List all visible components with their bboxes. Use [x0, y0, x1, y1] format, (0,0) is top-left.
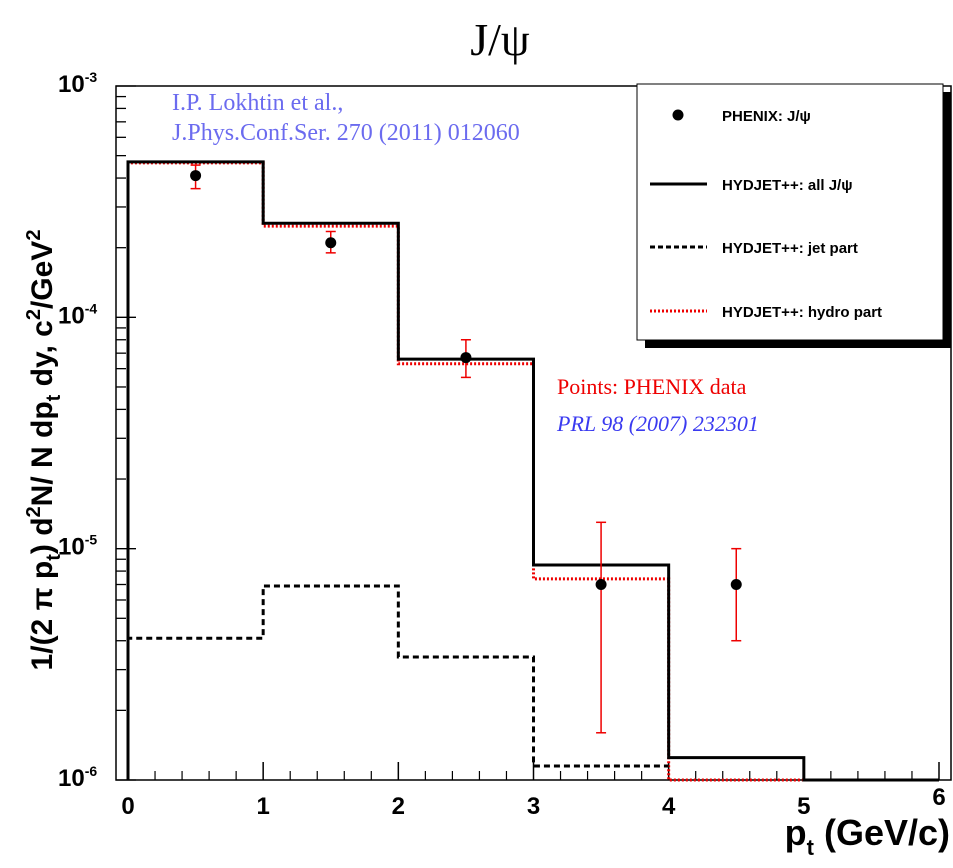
- chart-title: J/ψ: [470, 14, 530, 65]
- x-label-sub: t: [807, 835, 815, 860]
- legend-label-hydro: HYDJET++: hydro part: [722, 304, 882, 321]
- x-label-main: p: [785, 812, 807, 853]
- x-label-units: (GeV/c): [814, 812, 950, 853]
- y-tick-exponent: -4: [85, 300, 98, 316]
- x-tick-label: 0: [121, 793, 134, 820]
- x-tick-label: 1: [256, 793, 269, 820]
- y-tick-label: 10-5: [58, 532, 97, 561]
- y-label-e: /GeV: [26, 241, 59, 309]
- data-point: [325, 237, 337, 249]
- y-tick-label: 10-4: [58, 300, 97, 329]
- data-point: [730, 579, 742, 591]
- y-label-a-sub: t: [43, 554, 65, 561]
- y-label-e-sup: 2: [23, 230, 45, 241]
- legend-marker-phenix: [672, 109, 684, 121]
- hist-jet: [126, 584, 669, 780]
- data-point: [595, 579, 607, 591]
- y-label-c-sub: t: [43, 394, 65, 401]
- y-tick-base: 10: [58, 71, 85, 98]
- data-point: [460, 352, 472, 364]
- y-tick-base: 10: [58, 765, 85, 792]
- legend-label-phenix: PHENIX: J/ψ: [722, 108, 811, 125]
- y-label-d-sup: 2: [23, 309, 45, 320]
- y-label-c: N/ N dp: [26, 401, 59, 506]
- y-tick-exponent: -6: [85, 763, 98, 779]
- legend: PHENIX: J/ψ HYDJET++: all J/ψ HYDJET++: …: [636, 83, 951, 348]
- legend-label-all: HYDJET++: all J/ψ: [722, 177, 853, 194]
- y-tick-exponent: -3: [85, 69, 98, 85]
- legend-label-jet: HYDJET++: jet part: [722, 240, 858, 257]
- ref-annotation-line2: J.Phys.Conf.Ser. 270 (2011) 012060: [172, 120, 520, 146]
- x-tick-label: 6: [932, 784, 945, 811]
- y-label-b: ) d: [26, 517, 59, 554]
- x-axis-label: pt (GeV/c): [785, 812, 950, 860]
- y-tick-label: 10-6: [58, 763, 97, 792]
- x-tick-label: 4: [662, 793, 676, 820]
- y-tick-exponent: -5: [85, 532, 98, 548]
- series-layer: [126, 160, 939, 782]
- y-tick-base: 10: [58, 302, 85, 329]
- y-tick-base: 10: [58, 534, 85, 561]
- data-annotation-line1: Points: PHENIX data: [557, 374, 747, 399]
- y-axis-label: 1/(2 π pt) d2N/ N dpt dy, c2/GeV2: [23, 230, 65, 671]
- hist-all: [126, 160, 939, 782]
- data-point: [190, 170, 202, 182]
- x-tick-label: 3: [527, 793, 540, 820]
- y-label-a: 1/(2 π p: [26, 561, 59, 671]
- data-annotation-line2: PRL 98 (2007) 232301: [556, 411, 759, 436]
- y-label-d: dy, c: [26, 320, 59, 394]
- legend-box: [636, 83, 944, 341]
- x-tick-label: 2: [392, 793, 405, 820]
- axes: 0 1 2 3 4 5 610-610-510-410-3: [58, 69, 946, 820]
- x-tick-label: 5: [797, 793, 810, 820]
- y-label-b-sup: 2: [23, 506, 45, 517]
- y-tick-label: 10-3: [58, 69, 97, 98]
- ref-annotation-line1: I.P. Lokhtin et al.,: [172, 90, 343, 116]
